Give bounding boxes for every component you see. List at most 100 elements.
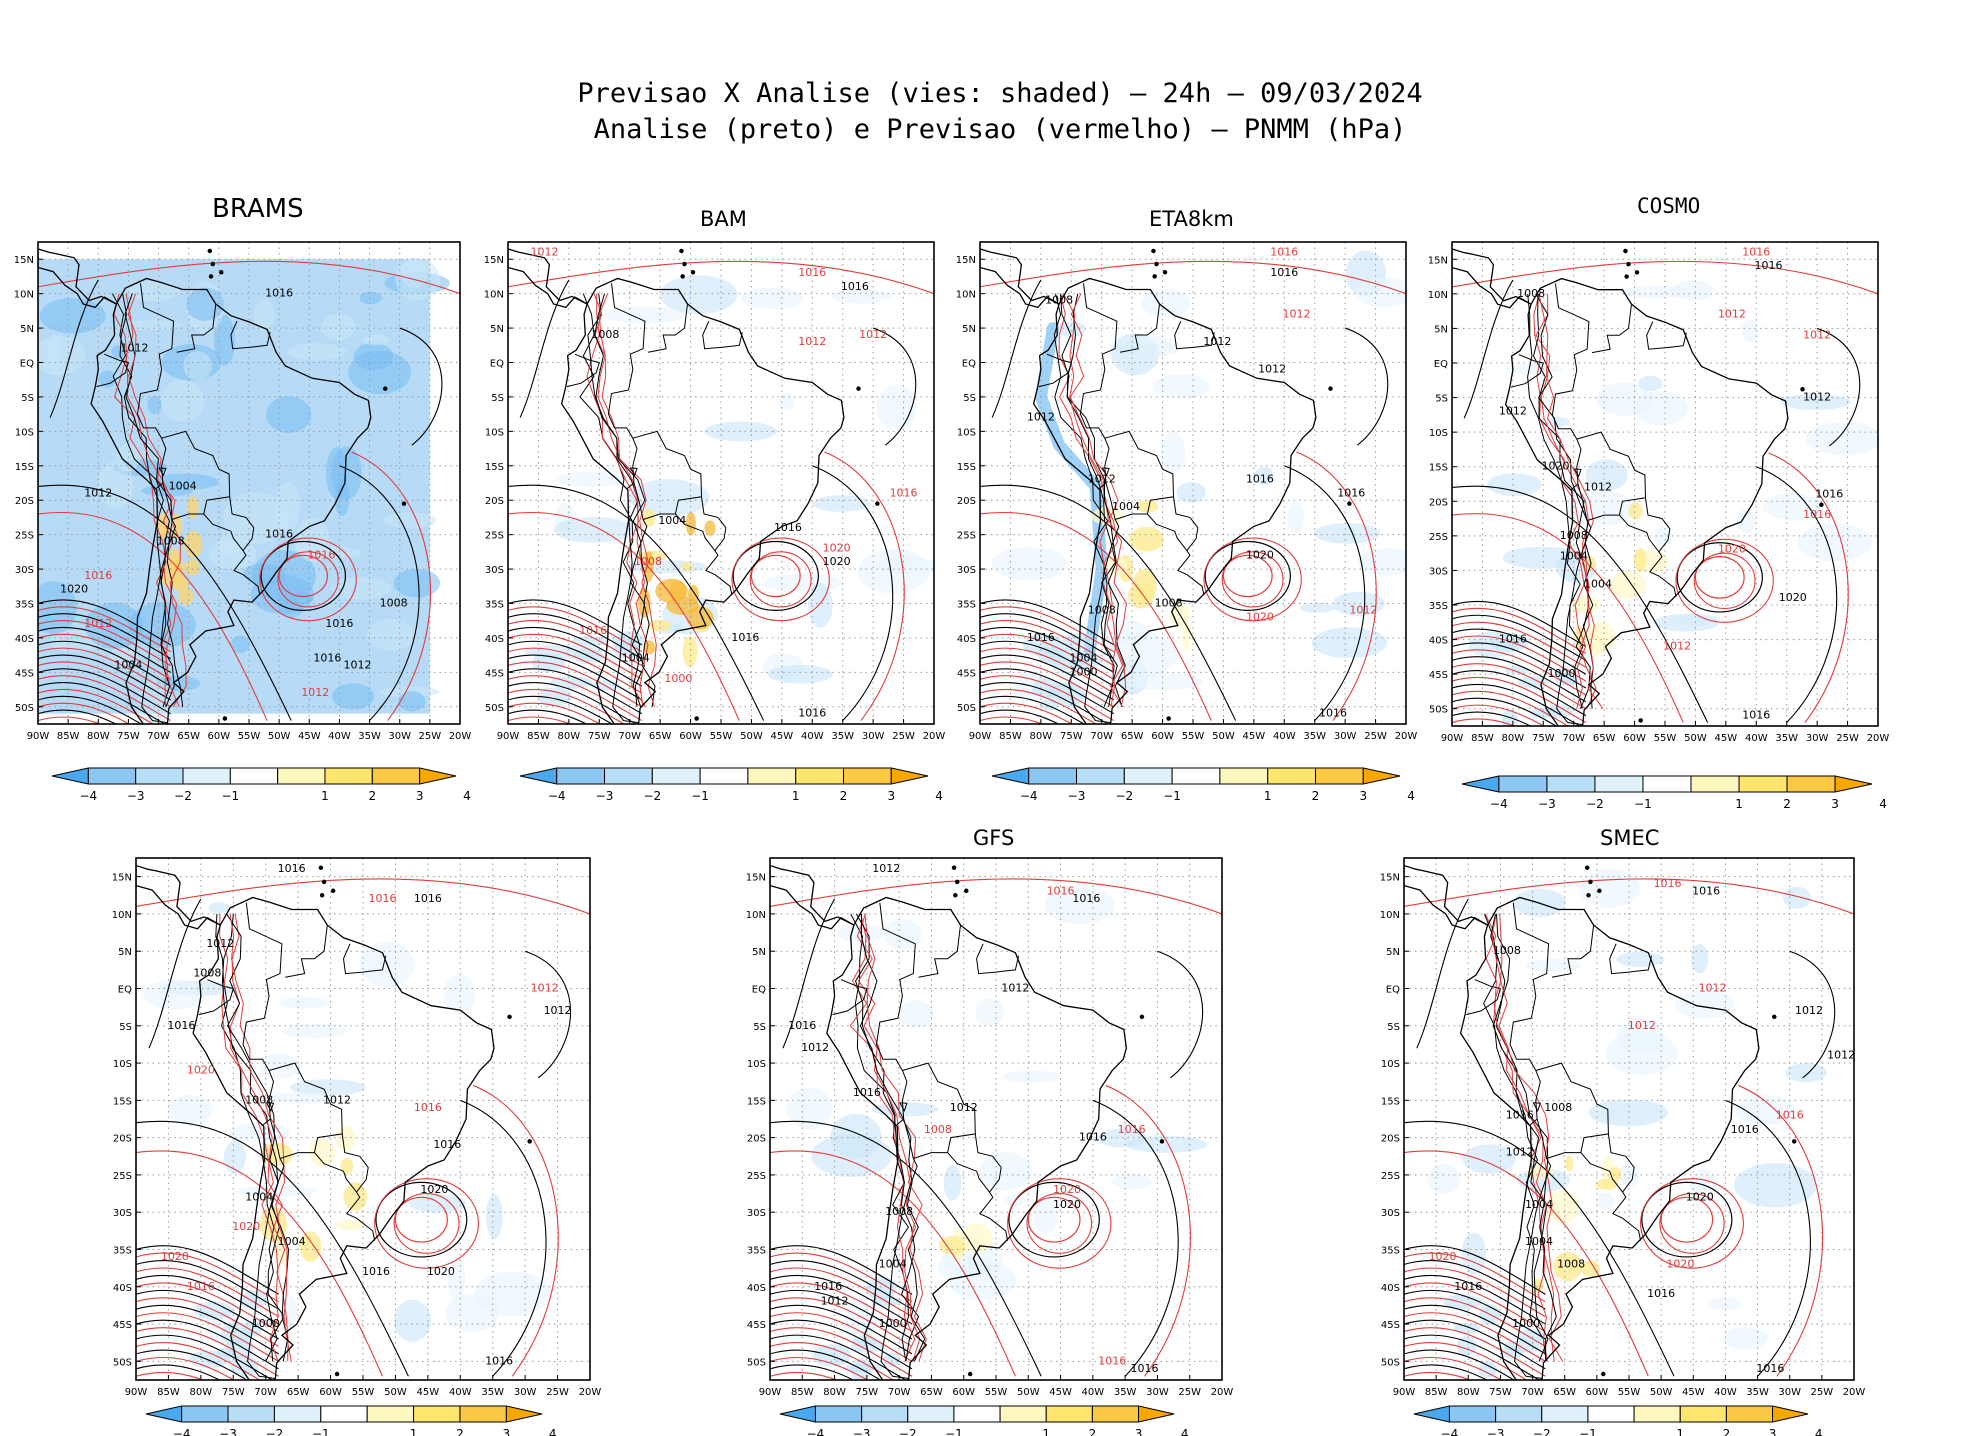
colorbar-label: −4 [1490, 797, 1508, 811]
contour-label: 1008 [1493, 944, 1521, 957]
map-panel-panel5: 1016 1016 1016 1012 1008 1012 1012 1016 1020 1008… [112, 850, 602, 1436]
colorbar-swatch [228, 1406, 274, 1422]
lat-tick-label: 50S [1429, 705, 1448, 716]
lon-tick-label: 90W [497, 731, 520, 742]
lon-tick-label: 90W [125, 1387, 148, 1398]
lat-tick-label: 15S [15, 462, 34, 473]
lat-tick-label: 15S [113, 1096, 132, 1107]
colorbar-label: −3 [1487, 1427, 1505, 1436]
lat-tick-label: 20S [1381, 1134, 1400, 1145]
lat-tick-label: 5N [752, 947, 766, 958]
contour-label: 1008 [1155, 597, 1183, 610]
contour-label: 1020 [1686, 1190, 1714, 1203]
contour-label: 1020 [1053, 1198, 1081, 1211]
lon-tick-label: 25W [1178, 1387, 1201, 1398]
lon-tick-label: 50W [1017, 1387, 1040, 1398]
lon-tick-label: 25W [1364, 731, 1387, 742]
contour-label: 1016 [1319, 707, 1347, 720]
colorbar-label: 2 [456, 1427, 464, 1436]
contour-label: 1008 [245, 1093, 273, 1106]
lon-tick-label: 75W [1532, 733, 1555, 744]
lat-tick-label: 5S [1387, 1022, 1400, 1033]
lon-tick-label: 20W [1843, 1387, 1866, 1398]
contour-label: 1004 [1525, 1198, 1553, 1211]
lat-tick-label: EQ [20, 359, 34, 370]
contour-label: 1004 [114, 658, 142, 671]
lon-tick-label: 60W [679, 731, 702, 742]
contour-label: 1004 [1525, 1235, 1553, 1248]
colorbar-swatch [605, 768, 653, 784]
lon-tick-label: 70W [147, 731, 170, 742]
colorbar-arrow-high [420, 768, 456, 784]
lat-tick-label: 10S [1429, 428, 1448, 439]
lat-tick-label: 5N [1386, 947, 1400, 958]
colorbar-label: −3 [596, 789, 614, 803]
lon-tick-label: 85W [791, 1387, 814, 1398]
lat-tick-label: 10N [746, 910, 766, 921]
colorbar-swatch [843, 768, 891, 784]
colorbar: −4 −3 −2 −1 1 2 3 4 [992, 768, 1415, 803]
lon-tick-label: 25W [1811, 1387, 1834, 1398]
colorbar-arrow-high [1139, 1406, 1174, 1422]
lon-tick-label: 90W [969, 731, 992, 742]
contour-label: 1004 [658, 514, 686, 527]
lat-tick-label: 25S [113, 1171, 132, 1182]
lon-tick-label: 25W [892, 731, 915, 742]
lat-tick-label: 10N [112, 910, 132, 921]
lat-tick-label: EQ [752, 985, 766, 996]
contour-label: 1008 [1517, 287, 1545, 300]
colorbar-swatch [1092, 1406, 1138, 1422]
lon-tick-label: 55W [985, 1387, 1008, 1398]
colorbar-label: 3 [503, 1427, 511, 1436]
colorbar-arrow-low [1414, 1406, 1449, 1422]
colorbar-swatch [1726, 1406, 1772, 1422]
lon-tick-label: 40W [1082, 1387, 1105, 1398]
lon-tick-label: 40W [1745, 733, 1768, 744]
colorbar-label: 3 [887, 789, 895, 803]
colorbar-swatch [1787, 776, 1835, 792]
lon-tick-label: 65W [1121, 731, 1144, 742]
lat-tick-label: 50S [485, 703, 504, 714]
colorbar-swatch [183, 768, 230, 784]
colorbar-arrow-high [1773, 1406, 1808, 1422]
lon-tick-label: 65W [649, 731, 672, 742]
lat-tick-label: EQ [1434, 359, 1448, 370]
colorbar-swatch [278, 768, 325, 784]
colorbar-swatch [321, 1406, 367, 1422]
contour-label: 1004 [1584, 577, 1612, 590]
colorbar-swatch [908, 1406, 954, 1422]
contour-label: 1012 [1803, 328, 1831, 341]
colorbar-label: 4 [463, 789, 471, 803]
colorbar-label: 3 [416, 789, 424, 803]
lon-tick-label: 20W [1395, 731, 1418, 742]
colorbar-label: −3 [1538, 797, 1556, 811]
contour-label: 1008 [1045, 294, 1073, 307]
lon-tick-label: 35W [831, 731, 854, 742]
colorbar-swatch [274, 1406, 320, 1422]
lon-tick-label: 70W [1521, 1387, 1544, 1398]
contour-label: 1016 [798, 707, 826, 720]
lon-tick-label: 75W [588, 731, 611, 742]
contour-label: 1012 [801, 1041, 829, 1054]
contour-label: 1016 [485, 1354, 513, 1367]
contour-label: 1008 [157, 535, 185, 548]
contour-label: 1012 [1803, 391, 1831, 404]
lat-tick-label: 35S [1381, 1246, 1400, 1257]
lon-tick-label: 85W [527, 731, 550, 742]
colorbar-label: 3 [1831, 797, 1839, 811]
contour-label: 1016 [414, 892, 442, 905]
lat-tick-label: 5N [1434, 324, 1448, 335]
colorbar-label: 1 [1735, 797, 1743, 811]
colorbar-swatch [1595, 776, 1643, 792]
lon-tick-label: 75W [1489, 1387, 1512, 1398]
lat-tick-label: 35S [747, 1246, 766, 1257]
contour-label: 1016 [579, 624, 607, 637]
contour-label: 1016 [1754, 259, 1782, 272]
lat-tick-label: 15N [1380, 873, 1400, 884]
lon-tick-label: 65W [920, 1387, 943, 1398]
lat-tick-label: 15S [1429, 463, 1448, 474]
contour-label: 1020 [1053, 1183, 1081, 1196]
lon-tick-label: 45W [298, 731, 321, 742]
lat-tick-label: 45S [747, 1320, 766, 1331]
lon-tick-label: 75W [1060, 731, 1083, 742]
